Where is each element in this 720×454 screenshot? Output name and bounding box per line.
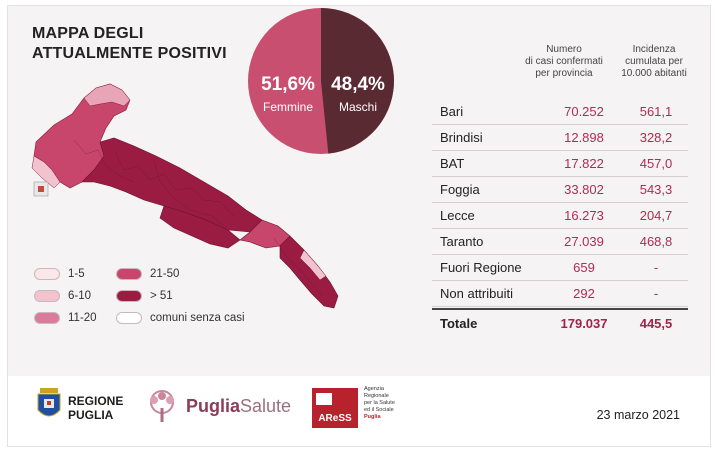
legend-item: 6-10	[34, 290, 91, 302]
table-row: Brindisi 12.898 328,2	[432, 124, 688, 151]
legend-item: 21-50	[116, 268, 179, 280]
report-date: 23 marzo 2021	[596, 408, 680, 422]
map-brindisi-area	[239, 219, 291, 249]
regione-puglia-emblem	[37, 388, 61, 417]
aress-description: Agenzia Regionale per la Salute ed il So…	[364, 386, 395, 420]
table-row: Taranto 27.039 468,8	[432, 228, 688, 255]
map-taranto-area	[159, 205, 241, 249]
column-header-cases: Numero di casi confermati per provincia	[525, 44, 603, 79]
table-row: Non attribuiti 292 -	[432, 280, 688, 307]
legend-swatch	[34, 312, 60, 324]
regione-puglia-logo: REGIONE PUGLIA	[68, 394, 124, 422]
page-title: MAPPA DEGLI ATTUALMENTE POSITIVI	[32, 25, 227, 62]
map-foggia-south	[31, 155, 61, 189]
puglia-map	[31, 83, 339, 309]
map-lecce-coast	[299, 249, 327, 281]
pie-label-male: 48,4% Maschi	[331, 74, 385, 114]
aress-logo-mark	[316, 393, 332, 405]
column-header-incidence: Incidenza cumulata per 10.000 abitanti	[621, 44, 687, 79]
legend-swatch	[116, 312, 142, 324]
aress-logo: AReSS	[312, 388, 358, 428]
pie-label-female: 51,6% Femmine	[261, 74, 315, 114]
legend-swatch	[116, 290, 142, 302]
pie-slice-male	[321, 8, 394, 154]
map-region-emblem	[33, 181, 49, 197]
legend-item: 11-20	[34, 312, 97, 324]
table-row: BAT 17.822 457,0	[432, 150, 688, 177]
table-row: Bari 70.252 561,1	[432, 98, 688, 125]
legend-item: comuni senza casi	[116, 312, 245, 324]
table-row: Fuori Regione 659 -	[432, 254, 688, 281]
map-gargano	[83, 83, 131, 107]
table-row: Lecce 16.273 204,7	[432, 202, 688, 229]
legend-swatch	[116, 268, 142, 280]
gender-pie-chart	[248, 8, 394, 154]
legend-swatch	[34, 290, 60, 302]
puglia-salute-tree-icon	[150, 390, 174, 422]
table-total-row: Totale 179.037 445,5	[432, 308, 688, 336]
footer: REGIONE PUGLIA PugliaSalute AReSS Agenzi…	[8, 376, 710, 446]
legend-item: > 51	[116, 290, 173, 302]
legend-item: 1-5	[34, 268, 85, 280]
table-row: Foggia 33.802 543,3	[432, 176, 688, 203]
map-municipal-borders	[73, 139, 323, 297]
puglia-salute-logo: PugliaSalute	[186, 396, 292, 416]
legend-swatch	[34, 268, 60, 280]
map-lecce-area	[279, 235, 339, 309]
